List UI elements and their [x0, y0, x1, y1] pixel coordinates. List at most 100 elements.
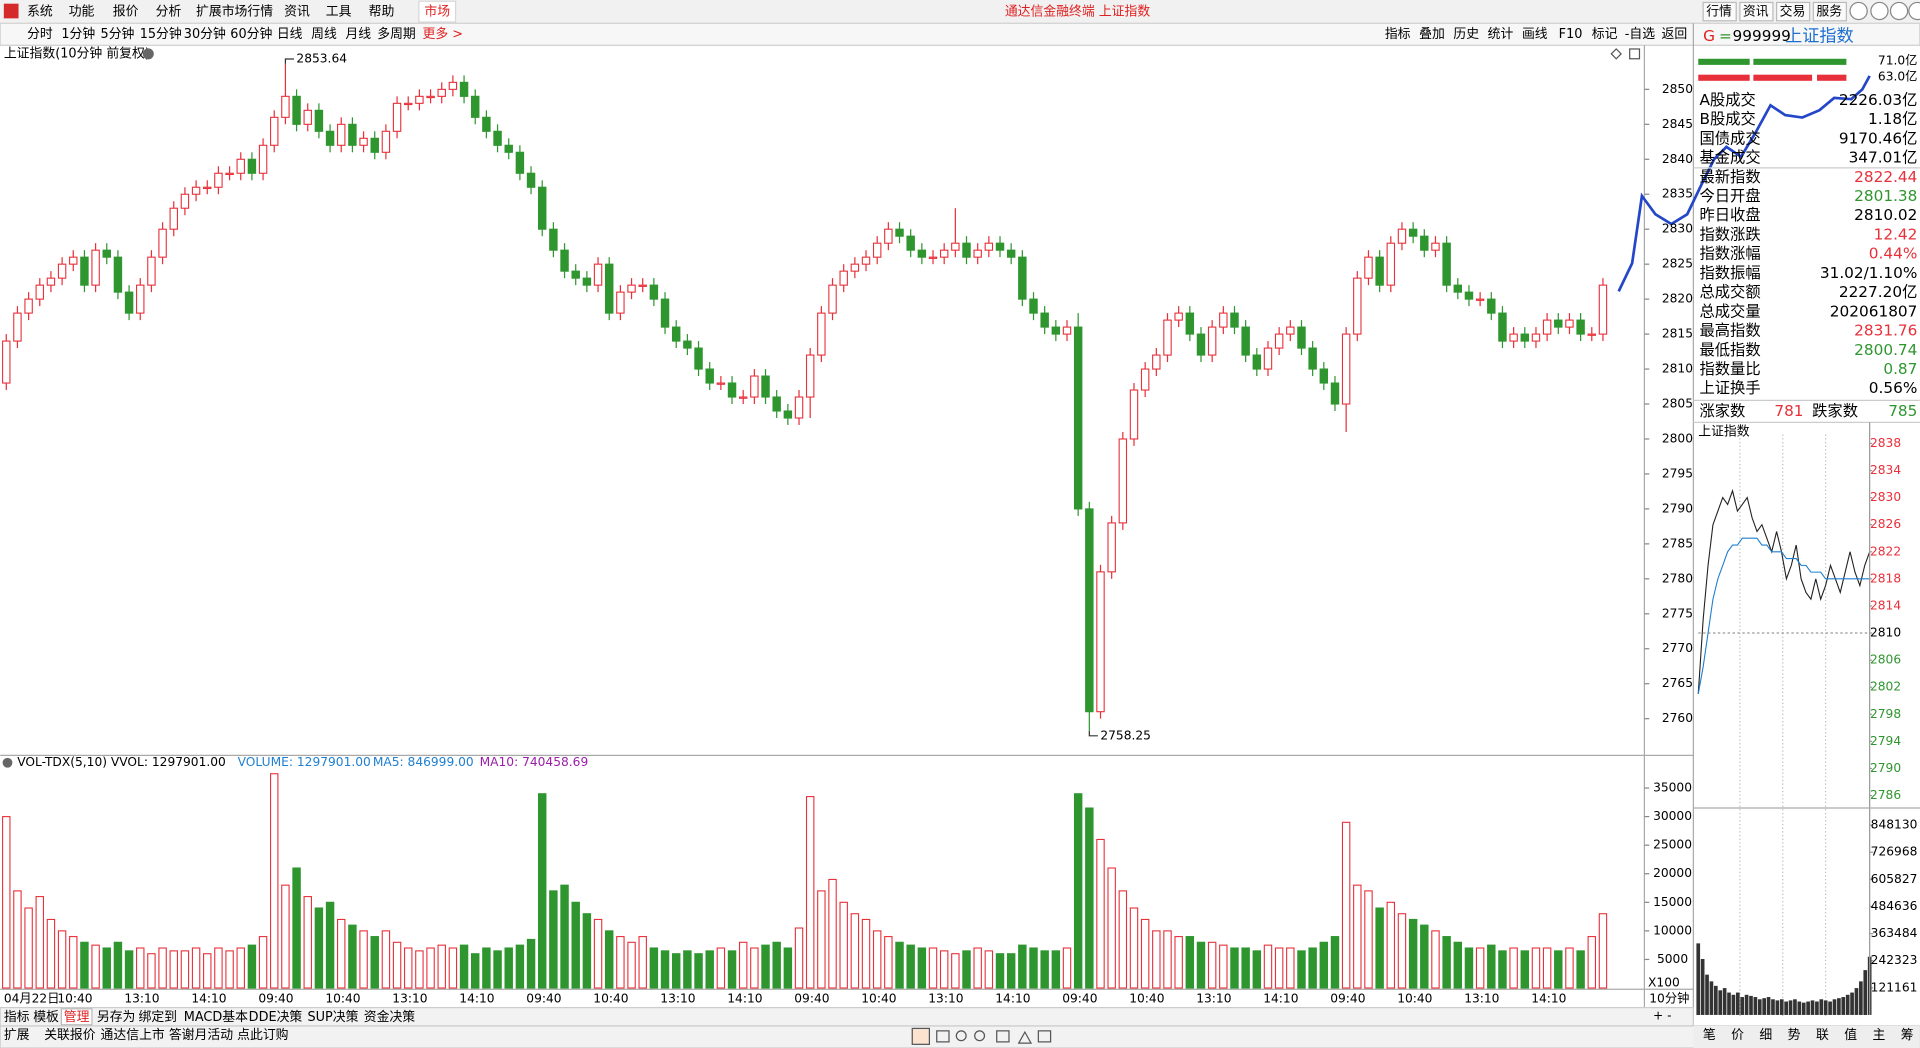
top-button-label[interactable]: 服务	[1816, 4, 1842, 20]
period-tab[interactable]: 5分钟	[101, 26, 135, 42]
candle-body	[69, 256, 78, 265]
status-icon[interactable]	[955, 1030, 967, 1042]
period-tab[interactable]: 日线	[277, 27, 303, 42]
side-tab[interactable]: 联	[1816, 1028, 1829, 1043]
side-tab[interactable]: 细	[1759, 1028, 1772, 1043]
candle-body	[1431, 242, 1440, 251]
chart-menu-icon[interactable]	[142, 48, 154, 60]
top-button[interactable]	[1812, 1, 1848, 22]
top-button-label[interactable]: 交易	[1780, 4, 1806, 20]
x-tick-label: 14:10	[191, 992, 226, 1006]
period-tab[interactable]: 周线	[311, 27, 337, 42]
volume-bar	[660, 950, 670, 989]
tool-button[interactable]: 统计	[1488, 27, 1514, 42]
maximize-button[interactable]	[1889, 1, 1909, 21]
up-label: 涨家数	[1699, 402, 1745, 420]
bottom-tab[interactable]: DDE决策	[249, 1009, 303, 1025]
tool-button[interactable]: 标记	[1592, 27, 1618, 42]
side-tab[interactable]: 势	[1788, 1027, 1801, 1043]
candle-body	[1453, 284, 1463, 293]
menu-item[interactable]: 帮助	[369, 5, 395, 20]
minimize-button[interactable]	[1870, 1, 1889, 21]
period-tab[interactable]: 分时	[27, 27, 53, 42]
status-item[interactable]: 关联报价	[44, 1028, 96, 1043]
tool-button[interactable]: 画线	[1522, 27, 1548, 42]
top-button-label[interactable]: 资讯	[1743, 5, 1769, 20]
tool-button[interactable]: -自选	[1625, 27, 1655, 42]
candle-body	[1542, 319, 1552, 335]
mini-vol-tick-label: 242323	[1871, 953, 1918, 967]
side-tab[interactable]: 值	[1844, 1027, 1857, 1043]
period-tab[interactable]: 30分钟	[184, 26, 226, 42]
volume-bar	[69, 936, 78, 989]
menu-item[interactable]: 系统	[27, 5, 53, 20]
candle-body	[738, 396, 748, 399]
chart-tool-icon[interactable]	[1629, 48, 1641, 60]
quote-value: 202061807	[1830, 302, 1918, 320]
menu-item[interactable]: 报价	[113, 5, 139, 20]
top-button[interactable]	[1739, 1, 1774, 22]
volume-menu-icon[interactable]	[2, 757, 13, 768]
menu-item[interactable]: 资讯	[284, 5, 310, 20]
candle-body	[91, 249, 100, 286]
period-tab[interactable]: 多周期	[377, 27, 416, 42]
volume-bar	[1420, 924, 1429, 989]
quote-value: 1.18亿	[1868, 110, 1917, 128]
tool-button[interactable]: 叠加	[1419, 27, 1445, 42]
close-button[interactable]	[1908, 1, 1920, 21]
top-button[interactable]	[1775, 1, 1811, 22]
side-tab[interactable]: 价	[1731, 1028, 1744, 1043]
side-tab[interactable]: 主	[1873, 1028, 1886, 1043]
tool-button[interactable]: F10	[1559, 27, 1583, 42]
more-periods[interactable]: 更多 >	[423, 27, 464, 42]
tool-button[interactable]: 指标	[1385, 27, 1411, 42]
period-tab[interactable]: 月线	[345, 27, 371, 42]
market-tab-bg[interactable]	[418, 0, 457, 23]
bottom-tab[interactable]: SUP决策	[307, 1009, 358, 1025]
help-button[interactable]	[1849, 1, 1868, 21]
status-item[interactable]: 通达信上市 答谢月活动 点此订购	[101, 1027, 289, 1043]
status-icon[interactable]	[936, 1030, 950, 1043]
candle-body	[627, 284, 636, 293]
tool-button[interactable]: 返回	[1662, 27, 1688, 42]
period-tab[interactable]: 60分钟	[230, 26, 272, 42]
chart-tool-icon[interactable]	[1610, 48, 1622, 60]
status-item[interactable]: 扩展	[4, 1028, 30, 1043]
period-tab[interactable]: 1分钟	[61, 26, 95, 42]
bottom-tab[interactable]: 另存为	[97, 1010, 136, 1025]
status-icon[interactable]	[911, 1027, 931, 1045]
bottom-tab[interactable]: MACD基本	[184, 1010, 248, 1025]
top-button[interactable]	[1702, 1, 1737, 22]
candle-body	[750, 375, 759, 398]
period-tab[interactable]: 15分钟	[140, 26, 182, 42]
menu-item[interactable]: 扩展市场行情	[196, 4, 273, 20]
menu-item[interactable]: 工具	[326, 5, 352, 20]
tool-button[interactable]: 历史	[1453, 27, 1479, 42]
volume-bar	[203, 953, 212, 989]
y-tick-label: 25000	[1653, 838, 1692, 852]
bottom-tab[interactable]: 绑定到	[138, 1010, 177, 1025]
quote-value: 0.56%	[1869, 379, 1918, 397]
menu-item[interactable]: 功能	[69, 5, 95, 20]
bottom-tab[interactable]: 管理	[64, 1010, 90, 1025]
bottom-tab[interactable]: 指标	[4, 1010, 30, 1025]
x-tick-label: 10:40	[57, 992, 92, 1006]
status-icon[interactable]	[1017, 1030, 1033, 1044]
volume-bar	[939, 950, 949, 989]
bottom-tab[interactable]: 模板	[33, 1010, 59, 1025]
status-icon[interactable]	[996, 1030, 1010, 1043]
status-icon[interactable]	[974, 1030, 986, 1042]
candle-body	[973, 249, 982, 258]
quote-value: 2822.44	[1854, 168, 1917, 186]
low-label: 2758.25	[1100, 728, 1151, 742]
quote-value: 2800.74	[1854, 341, 1917, 359]
side-tab[interactable]: 筹	[1901, 1027, 1914, 1043]
zoom-buttons[interactable]: + -	[1653, 1009, 1672, 1023]
bottom-tab[interactable]: 资金决策	[364, 1009, 416, 1025]
top-button-label[interactable]: 行情	[1706, 5, 1732, 20]
candle-body	[794, 396, 804, 419]
side-tab[interactable]: 笔	[1703, 1027, 1716, 1043]
menu-item[interactable]: 分析	[156, 5, 182, 20]
market-tab[interactable]: 市场	[424, 4, 450, 20]
status-icon[interactable]	[1037, 1030, 1052, 1043]
